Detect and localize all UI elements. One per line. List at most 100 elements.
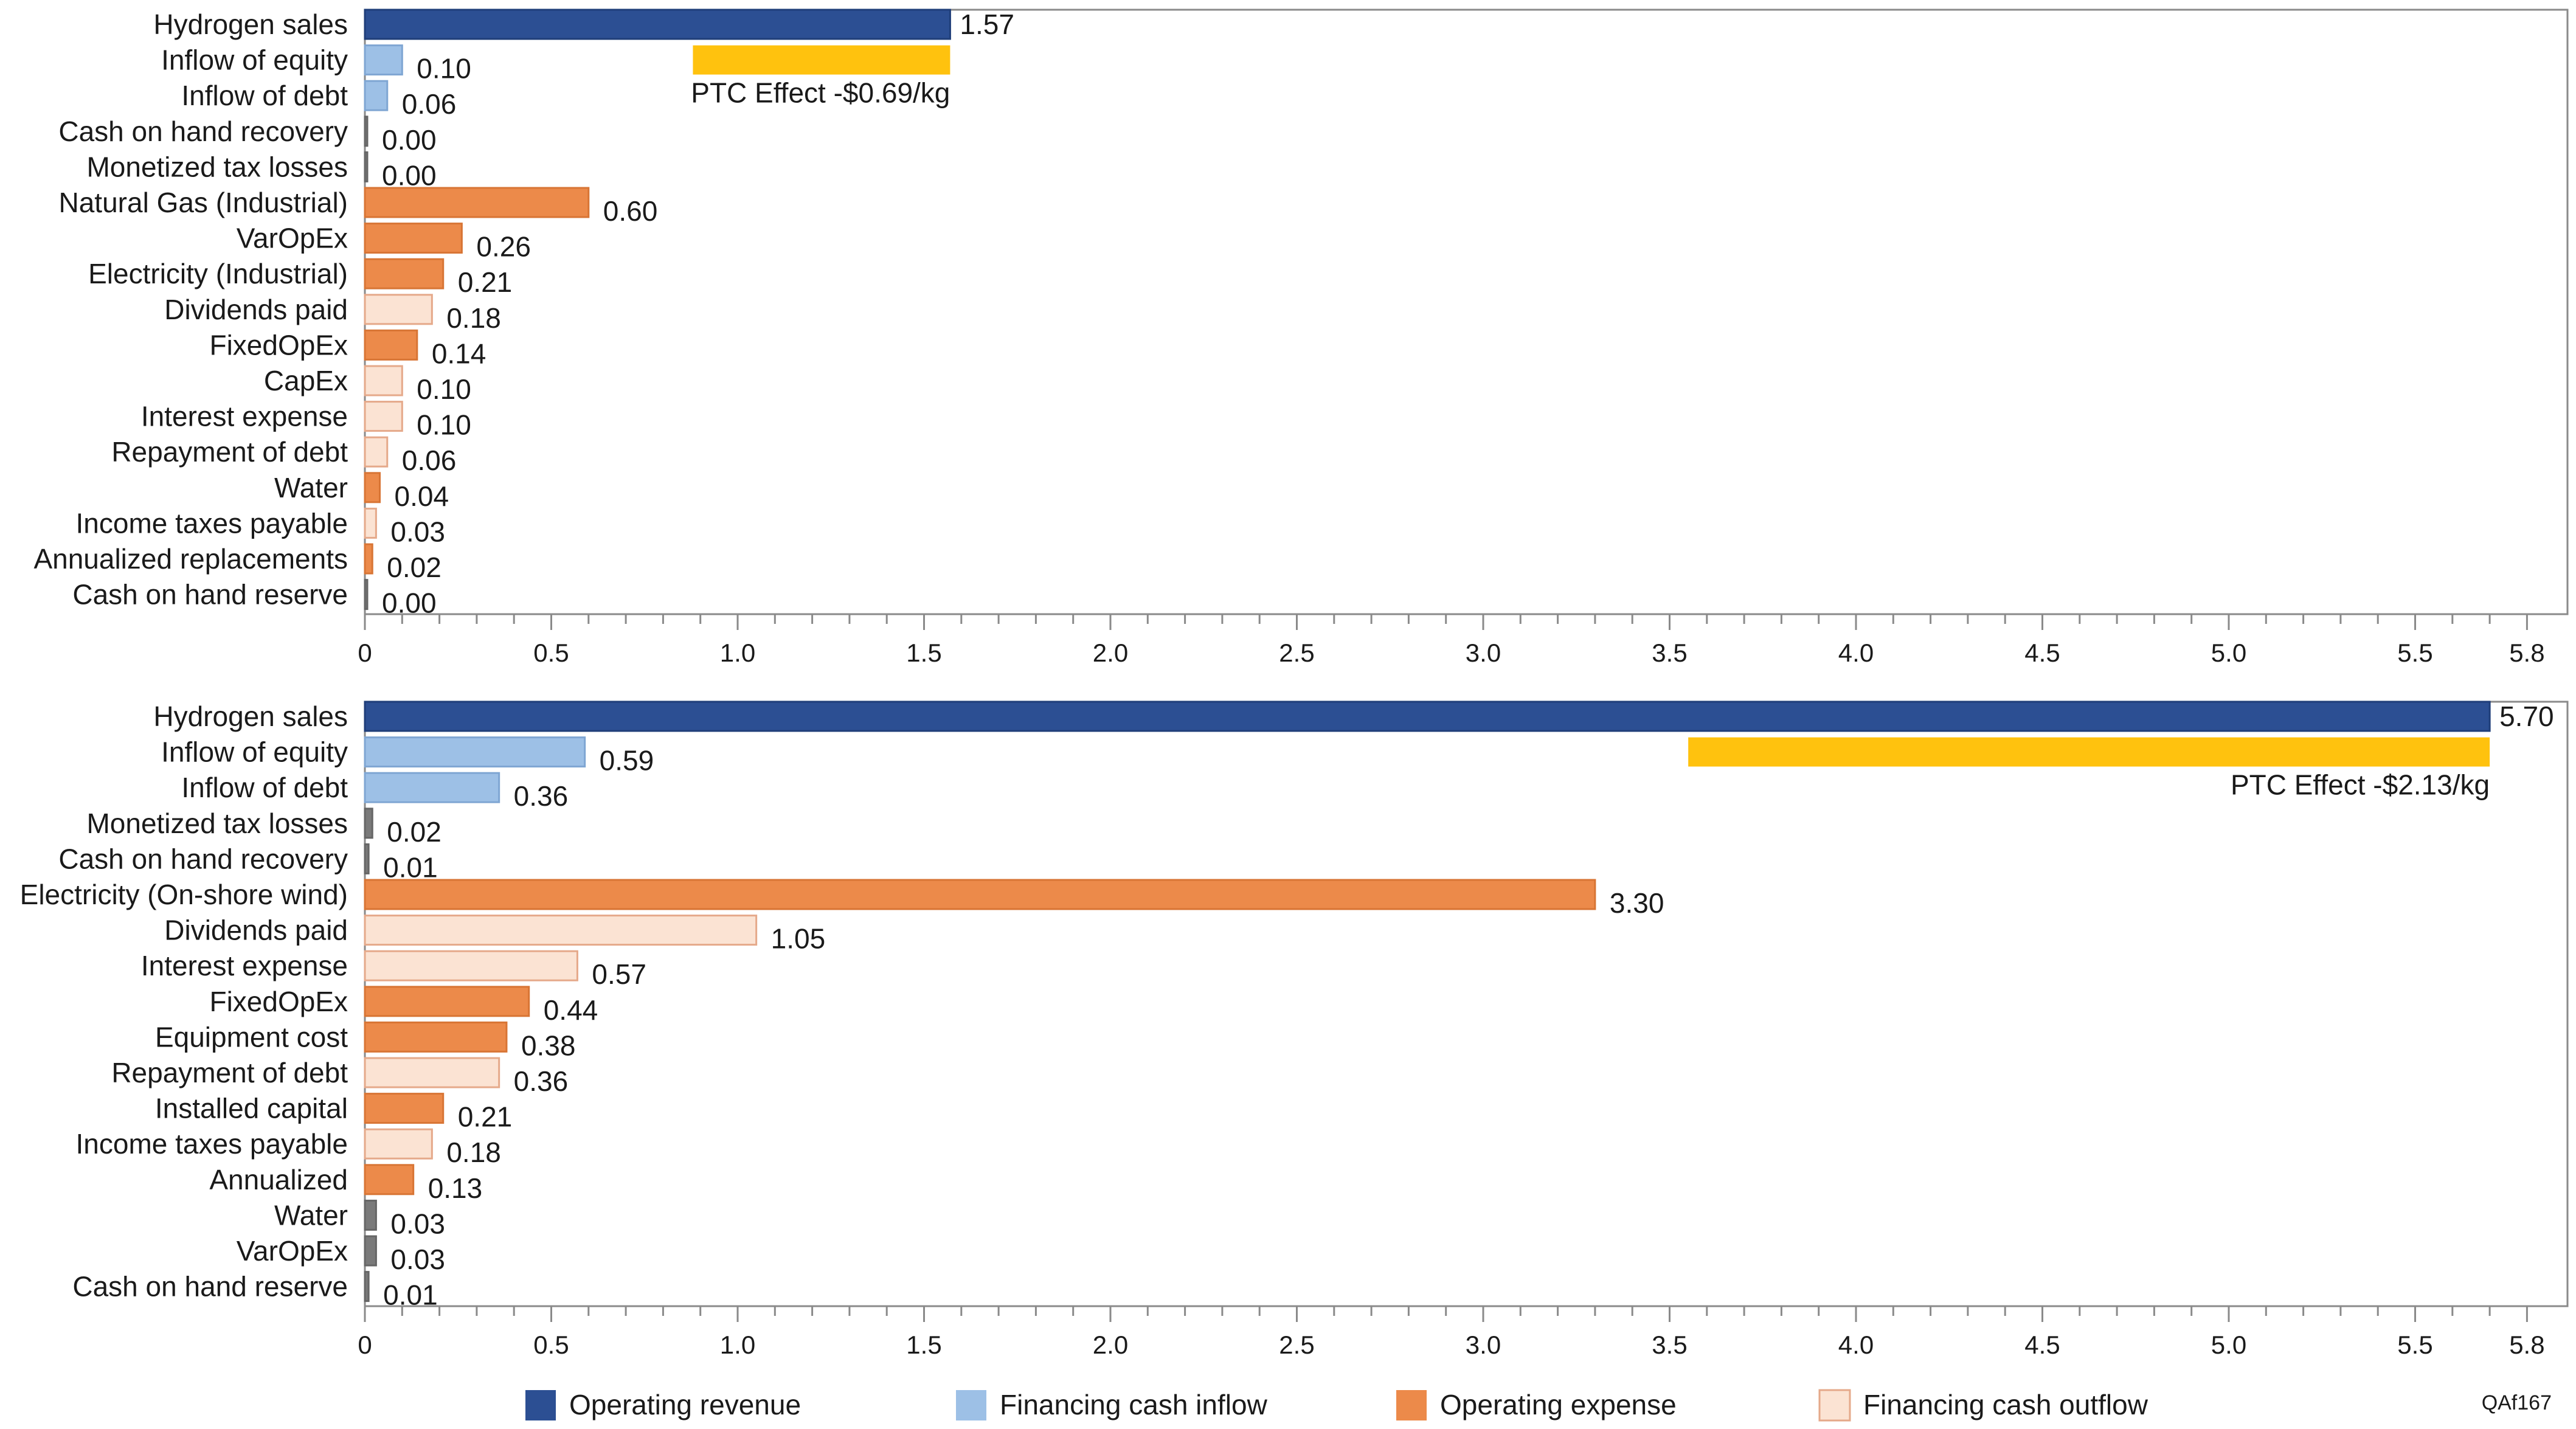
data-label: 0.13 [428, 1172, 483, 1204]
figure-code: QAf167 [2482, 1391, 2552, 1414]
category-label: VarOpEx [237, 1235, 348, 1267]
category-label: Annualized replacements [33, 543, 348, 575]
category-label: Hydrogen sales [153, 701, 348, 732]
category-label: Equipment cost [155, 1021, 348, 1053]
category-label: FixedOpEx [209, 329, 348, 361]
bar [364, 772, 500, 803]
data-label: 0.60 [603, 195, 658, 227]
data-label: 1.05 [771, 923, 826, 955]
data-label: 5.70 [2499, 701, 2554, 732]
data-label: 0.59 [600, 745, 654, 777]
category-label: Electricity (On-shore wind) [20, 879, 348, 910]
tick-label: 5.5 [2397, 1330, 2432, 1359]
data-label: 0.04 [395, 480, 449, 512]
data-label: 3.30 [1610, 887, 1664, 919]
legend-swatch [1818, 1389, 1851, 1422]
category-label: CapEx [264, 365, 348, 396]
category-label: Repayment of debt [111, 1057, 348, 1088]
tick-label: 2.5 [1279, 638, 1314, 667]
tick-label: 5.8 [2509, 1330, 2544, 1359]
bar [364, 1057, 500, 1088]
legend-label: Operating revenue [569, 1389, 801, 1420]
category-label: Water [274, 472, 348, 503]
bar [364, 294, 433, 325]
data-label: 0.57 [592, 958, 646, 990]
category-label: Interest expense [141, 401, 348, 432]
bar [364, 365, 403, 396]
data-label: 0.18 [446, 302, 501, 334]
bar [364, 1128, 433, 1160]
data-label: 0.00 [382, 124, 437, 156]
data-label: 0.10 [417, 53, 471, 85]
category-label: VarOpEx [237, 223, 348, 254]
data-label: 0.14 [432, 337, 486, 369]
data-label: 0.38 [521, 1029, 576, 1061]
bar [364, 736, 586, 768]
tick-label: 4.0 [1838, 1330, 1874, 1359]
tick-label: 2.0 [1093, 1330, 1128, 1359]
tick-label: 1.5 [906, 1330, 941, 1359]
bar [364, 329, 418, 361]
tick-label: 2.0 [1093, 638, 1128, 667]
bar [364, 986, 530, 1017]
bar [364, 543, 373, 575]
bar [364, 507, 377, 539]
category-label: Inflow of equity [161, 44, 348, 76]
tick-label: 1.5 [906, 638, 941, 667]
category-label: FixedOpEx [209, 986, 348, 1017]
bar [364, 950, 578, 981]
data-label: 0.36 [514, 1065, 569, 1097]
category-label: Repayment of debt [111, 436, 348, 468]
bar [364, 1235, 377, 1267]
bar [364, 1093, 445, 1124]
bar [364, 9, 951, 40]
category-label: Inflow of equity [161, 736, 348, 768]
data-label: 0.10 [417, 373, 471, 405]
category-label: Annualized [209, 1164, 348, 1195]
bar [364, 401, 403, 432]
category-label: Dividends paid [164, 294, 348, 325]
bar [364, 187, 590, 218]
tick-label: 0.5 [533, 1330, 569, 1359]
tick-label: 3.0 [1466, 1330, 1501, 1359]
ptc-effect-bar [693, 45, 950, 75]
tick-label: 3.5 [1652, 638, 1687, 667]
bar [364, 701, 2491, 732]
bar [364, 915, 758, 946]
data-label: 0.44 [544, 994, 598, 1026]
tick-label: 3.5 [1652, 1330, 1687, 1359]
ptc-effect-label: PTC Effect -$2.13/kg [2231, 769, 2490, 801]
data-label: 0.10 [417, 409, 471, 441]
category-label: Installed capital [155, 1093, 348, 1124]
legend-label: Operating expense [1440, 1389, 1677, 1420]
data-label: 0.00 [382, 159, 437, 191]
bar [364, 843, 370, 874]
category-label: Inflow of debt [181, 80, 348, 111]
ptc-effect-bar [1688, 737, 2490, 767]
category-label: Dividends paid [164, 915, 348, 946]
tick-label: 0.5 [533, 638, 569, 667]
tick-label: 5.0 [2211, 638, 2246, 667]
legend-label: Financing cash inflow [1000, 1389, 1268, 1420]
tick-label: 4.5 [2024, 638, 2060, 667]
bar [364, 223, 463, 254]
category-label: Inflow of debt [181, 772, 348, 803]
ptc-effect-label: PTC Effect -$0.69/kg [691, 77, 950, 109]
legend-swatch [956, 1390, 986, 1420]
data-label: 0.02 [387, 816, 441, 848]
category-label: Electricity (Industrial) [88, 258, 348, 289]
tick-label: 0 [358, 638, 372, 667]
bar [364, 808, 373, 839]
category-label: Monetized tax losses [86, 808, 348, 839]
tick-label: 5.0 [2211, 1330, 2246, 1359]
bar [364, 116, 369, 147]
tick-label: 1.0 [720, 1330, 755, 1359]
category-label: Water [274, 1199, 348, 1231]
bar [364, 436, 389, 468]
data-label: 0.02 [387, 552, 441, 583]
category-label: Hydrogen sales [153, 9, 348, 40]
data-label: 0.01 [383, 851, 438, 883]
category-label: Cash on hand recovery [58, 116, 348, 147]
tick-label: 0 [358, 1330, 372, 1359]
